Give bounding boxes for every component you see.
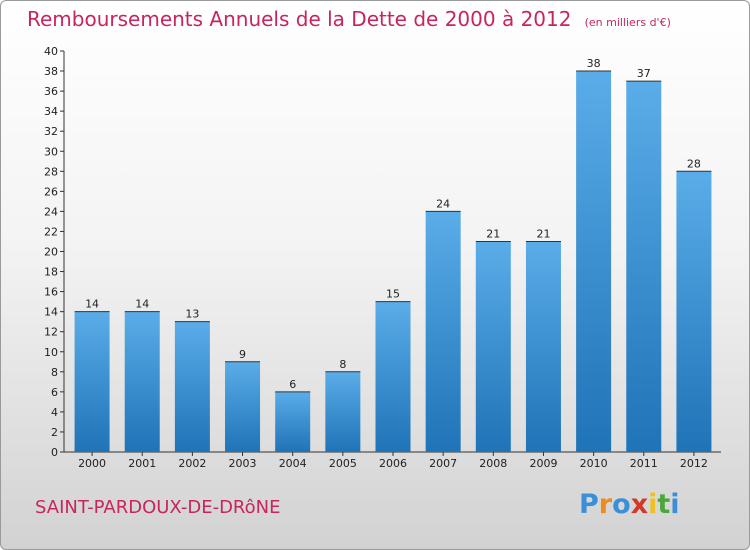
y-tick-label: 40: [44, 45, 58, 58]
y-tick-label: 6: [51, 386, 58, 399]
data-label-2007: 24: [436, 197, 450, 210]
y-tick-label: 12: [44, 326, 58, 339]
bar-2007: [425, 211, 461, 452]
x-tick-label-2000: 2000: [78, 457, 106, 470]
x-tick-label-2008: 2008: [479, 457, 507, 470]
brand-logo-letter: x: [630, 489, 649, 520]
bar-2012: [676, 171, 712, 453]
y-tick: 30: [44, 145, 64, 158]
y-tick: 4: [51, 406, 64, 419]
y-tick: 0: [51, 446, 64, 459]
brand-logo-letter: P: [579, 489, 599, 520]
x-tick-label-2009: 2009: [529, 457, 557, 470]
data-label-2010: 38: [587, 57, 601, 70]
y-tick-label: 28: [44, 165, 58, 178]
y-tick-label: 8: [51, 366, 58, 379]
data-label-2009: 21: [536, 227, 550, 240]
brand-logo-letter: r: [598, 489, 613, 520]
y-tick-label: 30: [44, 145, 58, 158]
y-tick: 8: [51, 366, 64, 379]
y-tick-label: 0: [51, 446, 58, 459]
data-label-2005: 8: [339, 358, 346, 371]
y-tick: 18: [44, 266, 64, 279]
y-tick-label: 16: [44, 286, 58, 299]
y-tick: 6: [51, 386, 64, 399]
y-tick-label: 36: [44, 85, 58, 98]
chart-title: Remboursements Annuels de la Dette de 20…: [27, 7, 572, 31]
y-tick: 20: [44, 246, 64, 259]
data-label-2001: 14: [135, 298, 149, 311]
x-tick-label-2006: 2006: [379, 457, 407, 470]
data-label-2011: 37: [637, 67, 651, 80]
brand-logo-letter: t: [657, 489, 671, 520]
data-label-2012: 28: [687, 157, 701, 170]
y-tick-label: 18: [44, 266, 58, 279]
x-tick-label-2011: 2011: [630, 457, 658, 470]
y-tick: 32: [44, 125, 64, 138]
bar-2003: [225, 361, 261, 452]
y-tick: 24: [44, 205, 64, 218]
bar-2006: [375, 301, 411, 452]
bar-2001: [124, 311, 160, 452]
y-tick-label: 34: [44, 105, 58, 118]
y-tick: 16: [44, 286, 64, 299]
y-tick: 34: [44, 105, 64, 118]
bar-2002: [174, 321, 210, 452]
chart-data-labels: 14 14 13 9 6 8 15 24 21 21 38 37 28: [85, 57, 701, 391]
brand-logo: Proxiti: [579, 489, 680, 520]
y-tick: 28: [44, 165, 64, 178]
chart-unit: (en milliers d'€): [584, 16, 671, 29]
y-tick-label: 2: [51, 426, 58, 439]
x-tick-label-2005: 2005: [329, 457, 357, 470]
bar-2010: [576, 71, 612, 453]
y-tick-label: 24: [44, 205, 58, 218]
x-tick-label-2002: 2002: [178, 457, 206, 470]
bar-2008: [475, 241, 511, 452]
location-name: SAINT-PARDOUX-DE-DRôNE: [35, 497, 281, 518]
bar-2000: [74, 311, 110, 452]
y-tick: 26: [44, 185, 64, 198]
brand-logo-letter: o: [612, 489, 631, 520]
y-tick: 12: [44, 326, 64, 339]
y-tick-label: 10: [44, 346, 58, 359]
x-tick-label-2007: 2007: [429, 457, 457, 470]
chart-title-block: Remboursements Annuels de la Dette de 20…: [27, 7, 671, 31]
x-tick-label-2012: 2012: [680, 457, 708, 470]
data-label-2002: 13: [185, 308, 199, 321]
y-tick-label: 22: [44, 225, 58, 238]
bar-2005: [325, 371, 361, 452]
bar-2009: [525, 241, 561, 452]
x-tick-label-2001: 2001: [128, 457, 156, 470]
y-tick-label: 4: [51, 406, 58, 419]
x-tick-label-2003: 2003: [229, 457, 257, 470]
y-tick: 36: [44, 85, 64, 98]
data-label-2000: 14: [85, 298, 99, 311]
brand-logo-letter: i: [648, 489, 658, 520]
y-tick: 38: [44, 65, 64, 78]
bar-2011: [626, 81, 662, 452]
y-tick-label: 32: [44, 125, 58, 138]
bar-2004: [275, 391, 311, 452]
y-tick: 22: [44, 225, 64, 238]
y-tick: 14: [44, 306, 64, 319]
y-tick-label: 14: [44, 306, 58, 319]
data-label-2003: 9: [239, 348, 246, 361]
x-tick-label-2004: 2004: [279, 457, 307, 470]
data-label-2004: 6: [289, 378, 296, 391]
y-tick: 10: [44, 346, 64, 359]
chart-axes: 0246810121416182022242628303234363840200…: [44, 45, 721, 470]
y-tick-label: 20: [44, 246, 58, 259]
y-tick-label: 38: [44, 65, 58, 78]
y-tick-label: 26: [44, 185, 58, 198]
y-tick: 2: [51, 426, 64, 439]
y-tick: 40: [44, 45, 64, 58]
data-label-2008: 21: [486, 227, 500, 240]
data-label-2006: 15: [386, 288, 400, 301]
x-tick-label-2010: 2010: [580, 457, 608, 470]
chart-bars: [74, 70, 712, 453]
brand-logo-letter: i: [670, 489, 680, 520]
